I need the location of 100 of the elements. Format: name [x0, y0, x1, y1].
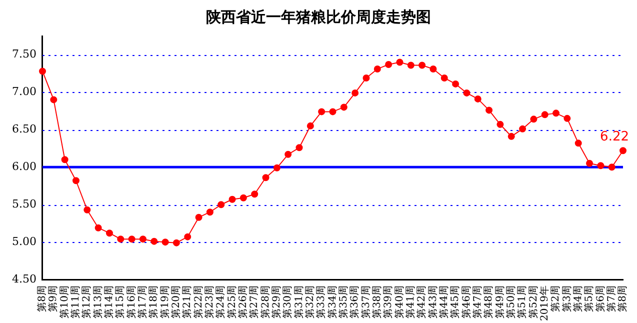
point [172, 239, 180, 246]
point [530, 116, 538, 123]
x-tick-label: 第38周 [370, 286, 383, 318]
y-tick-label: 5.00 [12, 234, 36, 248]
chart-title: 陕西省近一年猪粮比价周度走势图 [205, 8, 432, 27]
x-tick-label: 第34周 [326, 286, 338, 318]
point [251, 190, 258, 198]
x-tick-label: 第11周 [70, 286, 82, 318]
x-tick-label: 第47周 [471, 286, 484, 318]
x-tick-label: 第29周 [270, 286, 283, 318]
point [374, 65, 381, 72]
y-tick-label: 7.50 [12, 48, 36, 61]
point [586, 160, 594, 167]
point [362, 74, 370, 82]
x-tick-label: 第50周 [504, 286, 517, 318]
point [564, 114, 571, 122]
point [50, 96, 58, 104]
x-tick-label: 第52周 [527, 286, 540, 318]
point [150, 238, 158, 245]
point [128, 236, 136, 243]
point [519, 125, 526, 132]
point [552, 110, 560, 117]
point [496, 120, 504, 128]
x-tick-label: 第30周 [282, 286, 294, 318]
point [620, 147, 626, 154]
point [38, 68, 46, 75]
x-tick-label: 第41周 [404, 286, 416, 318]
x-tick-label: 第2周 [550, 286, 562, 312]
x-tick-label: 第45周 [449, 286, 462, 318]
x-tick-label: 2019年 [538, 286, 550, 322]
data-label: 6.22 [600, 130, 629, 145]
x-tick-label: 第13周 [92, 286, 104, 318]
point [352, 89, 359, 96]
x-tick-label: 第8周 [616, 286, 629, 312]
point [228, 196, 236, 203]
x-tick-label: 第19周 [158, 286, 171, 318]
x-tick-label: 第35周 [338, 286, 350, 318]
x-tick-label: 第44周 [438, 286, 450, 318]
x-tick-label: 第4周 [572, 286, 584, 312]
x-tick-label: 第25周 [226, 286, 238, 318]
x-tick-label: 第26周 [237, 286, 250, 318]
x-tick-label: 第17周 [136, 286, 149, 318]
y-tick-label: 4.50 [12, 272, 36, 286]
x-tick-label: 第46周 [460, 286, 472, 318]
point [486, 106, 493, 114]
x-tick-label: 第48周 [482, 286, 495, 318]
point [574, 140, 582, 147]
point [474, 95, 482, 102]
x-tick-label: 第40周 [393, 286, 406, 318]
point [508, 132, 515, 140]
x-tick-label: 第36周 [348, 286, 361, 318]
point [262, 174, 270, 182]
x-tick-label: 第33周 [315, 286, 328, 318]
point [430, 65, 437, 72]
x-tick-label: 第37周 [360, 286, 372, 318]
x-tick-label: 第5周 [583, 286, 596, 312]
point [340, 104, 348, 111]
x-tick-label: 第22周 [192, 286, 204, 318]
point [206, 208, 214, 216]
x-tick-label: 第31周 [292, 286, 305, 318]
point [94, 224, 102, 232]
x-tick-label: 第39周 [382, 286, 394, 318]
x-tick-label: 第16周 [125, 286, 138, 318]
x-tick-label: 第21周 [181, 286, 194, 318]
x-tick-label: 第43周 [426, 286, 439, 318]
point [541, 111, 548, 118]
x-tick-label: 第20周 [170, 286, 182, 318]
point [162, 238, 169, 246]
x-tick-label: 第8周 [36, 286, 48, 312]
point [284, 150, 292, 158]
point [463, 89, 470, 96]
point [385, 60, 392, 68]
point [296, 144, 303, 152]
point [240, 194, 247, 202]
x-tick-label: 第12周 [80, 286, 93, 318]
point [407, 62, 414, 69]
x-tick-label: 第6周 [594, 286, 606, 312]
x-tick-label: 第49周 [494, 286, 506, 318]
point [418, 62, 426, 69]
point [84, 206, 91, 214]
y-tick-label: 5.50 [12, 197, 36, 210]
x-tick-label: 第3周 [560, 286, 573, 312]
point [139, 236, 146, 243]
x-tick-label: 第14周 [103, 286, 116, 318]
y-tick-label: 6.00 [12, 160, 36, 173]
x-tick-label: 第18周 [148, 286, 160, 318]
x-tick-label: 第10周 [58, 286, 70, 318]
point [61, 156, 68, 164]
x-tick-label: 第42周 [416, 286, 428, 318]
point [195, 214, 202, 221]
x-tick-label: 第23周 [204, 286, 216, 318]
y-tick-label: 7.00 [12, 85, 36, 98]
point [72, 177, 80, 184]
x-tick-label: 第32周 [304, 286, 316, 318]
point [452, 80, 460, 88]
x-tick-label: 第24周 [214, 286, 227, 318]
point [396, 58, 404, 66]
x-tick-label: 第51周 [516, 286, 528, 318]
point [597, 162, 604, 170]
x-tick-label: 第7周 [605, 286, 618, 312]
